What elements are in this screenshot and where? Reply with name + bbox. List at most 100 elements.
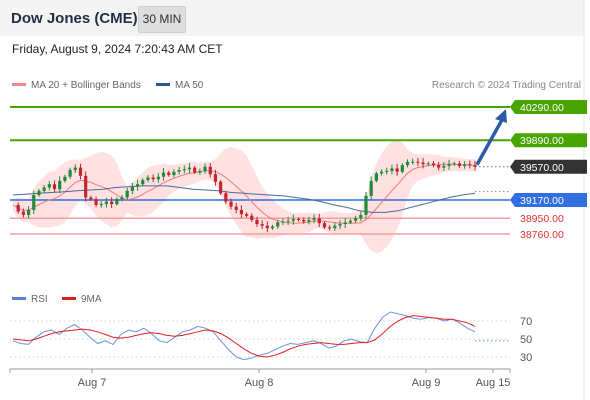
rsi-ma9-line — [12, 315, 476, 358]
candle-body — [193, 167, 197, 173]
candle — [312, 214, 316, 224]
candle — [322, 221, 327, 230]
candle — [395, 163, 399, 176]
candle-body — [354, 218, 358, 221]
candle-body — [161, 172, 166, 177]
candle — [468, 160, 472, 169]
candle — [421, 158, 425, 169]
candle-body — [447, 164, 451, 166]
forecast-arrow-icon — [495, 109, 507, 123]
candle-body — [213, 174, 218, 182]
candle — [426, 161, 430, 166]
candle-body — [89, 197, 93, 200]
candle-body — [338, 224, 342, 226]
candle — [78, 163, 83, 180]
candle — [291, 214, 295, 225]
candle — [224, 190, 228, 204]
candle-body — [110, 201, 114, 205]
candle — [333, 222, 337, 232]
price-level-support: 38760.00 — [10, 229, 564, 241]
forecast-arrow-line — [475, 117, 505, 166]
candle — [115, 197, 119, 206]
candle-body — [239, 209, 244, 215]
candle-body — [203, 166, 207, 171]
candle-body — [115, 199, 119, 205]
candle — [219, 179, 223, 195]
candle — [68, 167, 72, 179]
candle — [400, 163, 404, 174]
candle-body — [343, 222, 347, 225]
candle — [146, 175, 150, 183]
candle — [250, 213, 254, 223]
candle-body — [452, 163, 456, 165]
candle-body — [151, 177, 155, 180]
candle-body — [244, 214, 249, 216]
candle — [208, 162, 212, 178]
candle — [437, 161, 441, 171]
candle — [84, 171, 88, 202]
candle-body — [234, 206, 238, 210]
candle — [348, 218, 353, 225]
candle-body — [130, 186, 134, 191]
candle-body — [296, 219, 301, 221]
rsi-panel: 70 50 30 — [10, 311, 532, 364]
candle — [130, 182, 134, 195]
candle-body — [333, 225, 337, 229]
forecast-arrow — [475, 109, 507, 166]
candle — [405, 159, 410, 168]
candle — [58, 176, 62, 194]
candle — [37, 189, 41, 197]
candle-body — [270, 226, 275, 229]
candle — [47, 181, 51, 191]
legend-rsi: RSI — [12, 294, 48, 305]
candle — [255, 216, 259, 227]
candle-body — [442, 165, 446, 168]
price-level-label: 39890.00 — [520, 135, 564, 147]
x-tick-label: Aug 7 — [78, 377, 107, 389]
candle — [94, 196, 98, 208]
rsi-swatch-icon — [12, 296, 26, 300]
legend-ma50: MA 50 — [156, 80, 203, 91]
legend-ma9: 9MA — [62, 294, 102, 305]
candle-body — [21, 211, 25, 215]
candle-body — [312, 218, 316, 220]
candle-body — [229, 201, 233, 207]
candle — [338, 220, 342, 230]
candle-body — [37, 190, 41, 195]
timestamp: Friday, August 9, 2024 7:20:43 AM CET — [12, 42, 223, 56]
candle — [447, 159, 451, 170]
chart-header: Dow Jones (CME) 30 MIN — [0, 0, 584, 36]
candle-body — [120, 197, 124, 200]
candle — [416, 157, 420, 167]
candle — [213, 169, 218, 186]
candle-body — [431, 163, 436, 166]
candle-body — [156, 176, 160, 180]
legend-bollinger-label: MA 20 + Bollinger Bands — [31, 80, 141, 91]
candle — [229, 198, 233, 210]
candle — [177, 166, 181, 175]
candle-body — [400, 165, 404, 172]
candle-body — [395, 168, 399, 172]
candle-body — [390, 168, 394, 171]
rsi-tick-label: 70 — [520, 316, 532, 328]
candle-body — [141, 180, 145, 185]
candle-body — [172, 171, 176, 176]
candle-body — [416, 161, 420, 163]
price-level-tag — [510, 159, 587, 174]
timeframe-button[interactable]: 30 MIN — [138, 6, 186, 33]
candle-body — [84, 175, 88, 198]
candle — [276, 219, 280, 229]
candle — [390, 164, 394, 175]
candle — [317, 213, 321, 228]
candle — [125, 187, 129, 201]
candle-body — [374, 173, 378, 181]
price-level-label: 39170.00 — [520, 195, 564, 207]
candle — [135, 179, 140, 191]
legend-ma50-label: MA 50 — [175, 80, 204, 91]
candle — [307, 216, 311, 225]
x-tick-label: Aug 8 — [245, 377, 274, 389]
price-level-resistance: 39890.00 — [10, 133, 587, 148]
candle-body — [307, 219, 311, 222]
candle-body — [182, 169, 186, 171]
